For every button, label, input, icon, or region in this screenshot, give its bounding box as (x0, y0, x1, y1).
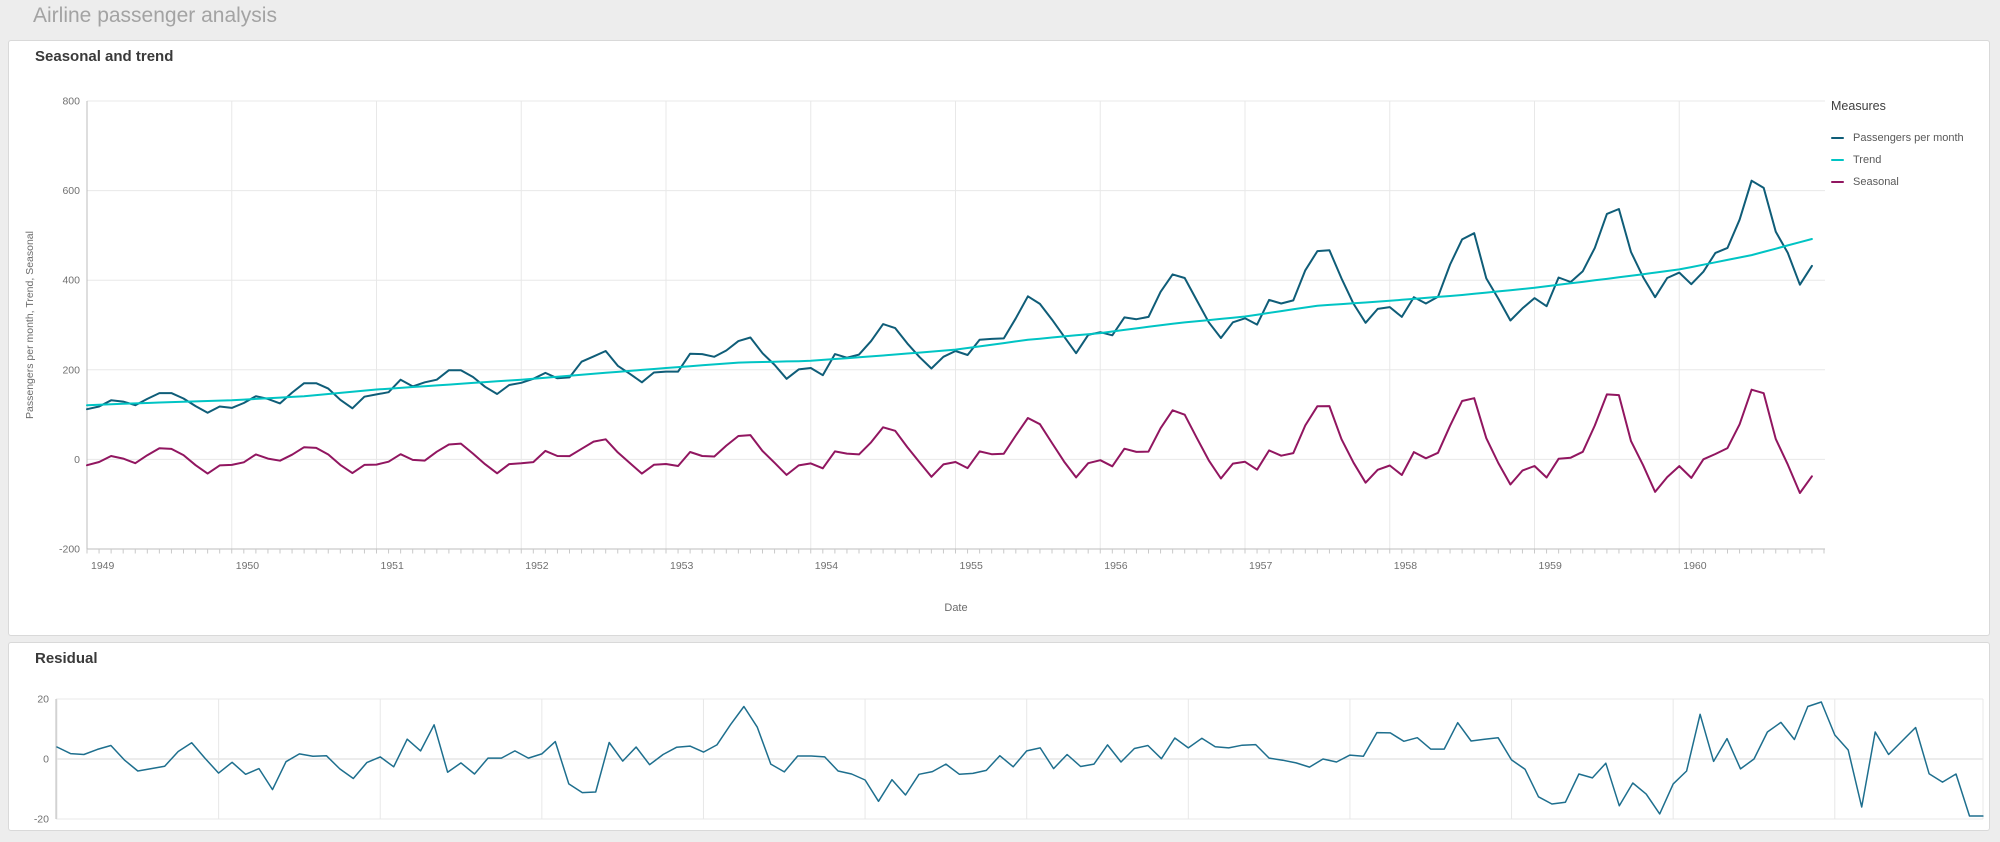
x-axis-title: Date (944, 602, 967, 614)
seasonal-line[interactable] (86, 388, 1813, 494)
legend-item-passengers-per-month[interactable]: Passengers per month (1831, 127, 1987, 149)
y-tick-label: 600 (62, 185, 80, 197)
residual-card[interactable]: 20 0 -20 Residual (8, 642, 1990, 831)
legend-item-seasonal[interactable]: Seasonal (1831, 171, 1987, 193)
seasonal-trend-card[interactable]: 800 600 400 200 0 -200 1949 1950 1951 1952 1953 195… (8, 40, 1990, 636)
y-tick-label: -20 (34, 814, 49, 826)
legend-swatch-trend (1831, 159, 1844, 161)
y-tick-label: -200 (59, 544, 80, 556)
y-tick-label: 0 (74, 454, 80, 466)
y-tick-label: 200 (62, 364, 80, 376)
legend: Measures Passengers per month Trend Season… (1831, 99, 1987, 193)
chart-title-residual: Residual (35, 650, 98, 667)
passengers-per-month-line[interactable] (86, 179, 1813, 414)
y-tick-label: 0 (43, 754, 49, 766)
trend-line[interactable] (86, 238, 1813, 407)
y-tick-label: 800 (62, 96, 80, 108)
legend-swatch-passengers-per-month (1831, 137, 1844, 139)
x-tick-label: 1958 (1394, 560, 1418, 572)
residual-line[interactable] (56, 701, 1984, 817)
legend-item-trend[interactable]: Trend (1831, 149, 1987, 171)
residual-plot: 20 0 -20 (34, 694, 1984, 826)
x-tick-label: 1956 (1104, 560, 1128, 572)
y-tick-label: 20 (37, 694, 49, 706)
x-tick-label: 1955 (960, 560, 984, 572)
x-tick-label: 1949 (91, 560, 115, 572)
legend-label: Seasonal (1853, 176, 1899, 188)
seasonal-trend-plot: 800 600 400 200 0 -200 1949 1950 1951 1952 1953 195… (24, 96, 1825, 614)
y-axis-title: Passengers per month, Trend, Seasonal (24, 231, 36, 419)
legend-label: Trend (1853, 154, 1882, 166)
legend-label: Passengers per month (1853, 132, 1964, 144)
x-tick-label: 1960 (1683, 560, 1707, 572)
y-tick-label: 400 (62, 275, 80, 287)
x-tick-label: 1959 (1539, 560, 1563, 572)
x-tick-label: 1950 (236, 560, 260, 572)
x-tick-label: 1953 (670, 560, 694, 572)
x-tick-label: 1951 (381, 560, 405, 572)
legend-title: Measures (1831, 99, 1886, 113)
x-tick-label: 1957 (1249, 560, 1273, 572)
chart-title-seasonal-trend: Seasonal and trend (35, 48, 174, 65)
page-title: Airline passenger analysis (33, 4, 277, 27)
x-tick-label: 1954 (815, 560, 839, 572)
legend-swatch-seasonal (1831, 181, 1844, 183)
x-tick-label: 1952 (525, 560, 549, 572)
